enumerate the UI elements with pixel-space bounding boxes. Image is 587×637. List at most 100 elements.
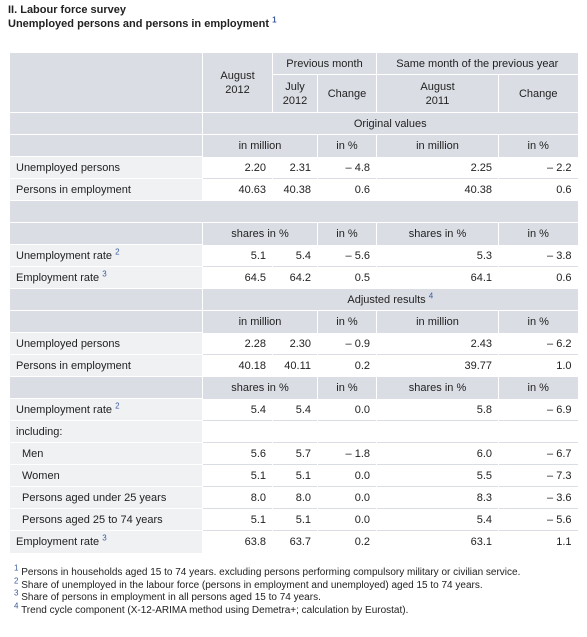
table-cell (498, 420, 578, 443)
table-cell (376, 420, 499, 443)
table-cell: 40.38 (272, 178, 318, 201)
unit-label: in % (498, 376, 578, 399)
unit-label: in million (202, 310, 318, 333)
table-row: including: (9, 420, 578, 443)
table-row: Unemployed persons 2.20 2.31– 4.8 2.25– 2.2 (9, 156, 578, 179)
table-cell: 5.4 (376, 508, 499, 531)
table-cell: 2.28 (202, 332, 273, 355)
footnote-ref: 2 (115, 400, 120, 410)
table-cell: 5.1 (202, 464, 273, 487)
table-cell: 5.1 (272, 464, 318, 487)
row-label: Persons in employment (9, 354, 203, 377)
footnote: 3 Share of persons in employment in all … (14, 588, 321, 603)
table-row: Persons in employment 40.63 40.38 0.6 40.38 0… (9, 178, 578, 201)
unit-row: shares in % in % shares in % in % (9, 222, 578, 245)
table-cell: – 2.2 (498, 156, 578, 179)
table-cell: – 6.2 (498, 332, 578, 355)
subtitle-text: Unemployed persons and persons in employ… (8, 18, 269, 30)
row-label: Unemployment rate 2 (9, 244, 203, 267)
table-cell: 0.6 (498, 266, 578, 289)
table-cell: – 4.8 (317, 156, 377, 179)
table-cell: 5.4 (272, 398, 318, 421)
table-row: Employment rate 3 63.8 63.7 0.2 63.1 1.1 (9, 530, 578, 553)
row-label: Unemployed persons (9, 156, 203, 179)
table-row: Employment rate 3 64.5 64.2 0.5 64.1 0.6 (9, 266, 578, 289)
table-row: Persons aged under 25 years 8.0 8.0 0.0 8.3–… (9, 486, 578, 509)
header-change-2: Change (498, 74, 578, 113)
footnote: 2 Share of unemployed in the labour forc… (14, 576, 483, 591)
unit-label: in % (498, 134, 578, 157)
table-cell: 5.7 (272, 442, 318, 465)
table-cell: – 5.6 (498, 508, 578, 531)
table-cell: 1.0 (498, 354, 578, 377)
table-cell: 39.77 (376, 354, 499, 377)
row-label: Persons aged under 25 years (9, 486, 203, 509)
table-cell: – 7.3 (498, 464, 578, 487)
unit-label: shares in % (202, 376, 318, 399)
table-cell: – 3.6 (498, 486, 578, 509)
unit-label: shares in % (376, 222, 499, 245)
table-cell: 0.0 (317, 398, 377, 421)
row-label: Unemployment rate 2 (9, 398, 203, 421)
header-row-1: August 2012 Previous month Same month of … (9, 52, 578, 113)
table-row: Women 5.1 5.1 0.0 5.5– 7.3 (9, 464, 578, 487)
row-label: Men (9, 442, 203, 465)
table-cell: 0.2 (317, 354, 377, 377)
section-original-values: Original values (202, 112, 578, 135)
unit-row: in million in % in million in % (9, 310, 578, 333)
table-cell: 2.43 (376, 332, 499, 355)
table-cell: 8.0 (272, 486, 318, 509)
table-cell: 5.1 (272, 508, 318, 531)
footnote: 1 Persons in households aged 15 to 74 ye… (14, 563, 521, 578)
table-cell: 63.8 (202, 530, 273, 553)
table-cell: 64.5 (202, 266, 273, 289)
table-cell: 0.6 (317, 178, 377, 201)
page-title: II. Labour force survey (8, 4, 126, 16)
table-cell: 5.8 (376, 398, 499, 421)
row-label: Persons in employment (9, 178, 203, 201)
header-previous-month: Previous month (272, 52, 377, 75)
unit-label: shares in % (202, 222, 318, 245)
table-cell: 0.0 (317, 486, 377, 509)
table-row: Unemployment rate 2 5.1 5.4– 5.6 5.3– 3.8 (9, 244, 578, 267)
header-august-2012: August 2012 (202, 52, 273, 113)
footnote-ref: 3 (102, 533, 107, 543)
table-cell: 2.20 (202, 156, 273, 179)
footnote: 4 Trend cycle component (X-12-ARIMA meth… (14, 601, 409, 616)
unit-label: in % (317, 310, 377, 333)
spacer-row (9, 200, 578, 223)
table-cell: 5.3 (376, 244, 499, 267)
table-row: Persons in employment 40.18 40.11 0.2 39.77 1… (9, 354, 578, 377)
table-cell: – 3.8 (498, 244, 578, 267)
table-cell: 0.2 (317, 530, 377, 553)
section-row-original: Original values (9, 112, 578, 135)
unit-label: in % (498, 310, 578, 333)
header-same-month: Same month of the previous year (376, 52, 578, 75)
unit-label: in million (202, 134, 318, 157)
header-blank (9, 52, 203, 113)
table-row: Unemployment rate 2 5.4 5.4 0.0 5.8– 6.9 (9, 398, 578, 421)
table-cell: 5.1 (202, 244, 273, 267)
header-change: Change (317, 74, 377, 113)
table-cell: 0.5 (317, 266, 377, 289)
table-cell: 5.1 (202, 508, 273, 531)
unit-label: in million (376, 134, 499, 157)
table-cell: – 0.9 (317, 332, 377, 355)
table-cell: 63.7 (272, 530, 318, 553)
table-cell: 5.6 (202, 442, 273, 465)
row-label: Employment rate 3 (9, 530, 203, 553)
table-subtitle: Unemployed persons and persons in employ… (8, 16, 277, 30)
footnotes: 1 Persons in households aged 15 to 74 ye… (14, 563, 521, 617)
table-cell: 64.1 (376, 266, 499, 289)
footnote-ref: 3 (102, 268, 107, 278)
table-cell: 40.18 (202, 354, 273, 377)
unit-row: shares in % in % shares in % in % (9, 376, 578, 399)
table-cell: 40.63 (202, 178, 273, 201)
table-cell: 63.1 (376, 530, 499, 553)
table-cell: 1.1 (498, 530, 578, 553)
table-cell: 5.4 (272, 244, 318, 267)
section-row-adjusted: Adjusted results 4 (9, 288, 578, 311)
table-cell (272, 420, 318, 443)
header-august-2011: August 2011 (376, 74, 499, 113)
footnote-ref: 4 (428, 290, 434, 300)
